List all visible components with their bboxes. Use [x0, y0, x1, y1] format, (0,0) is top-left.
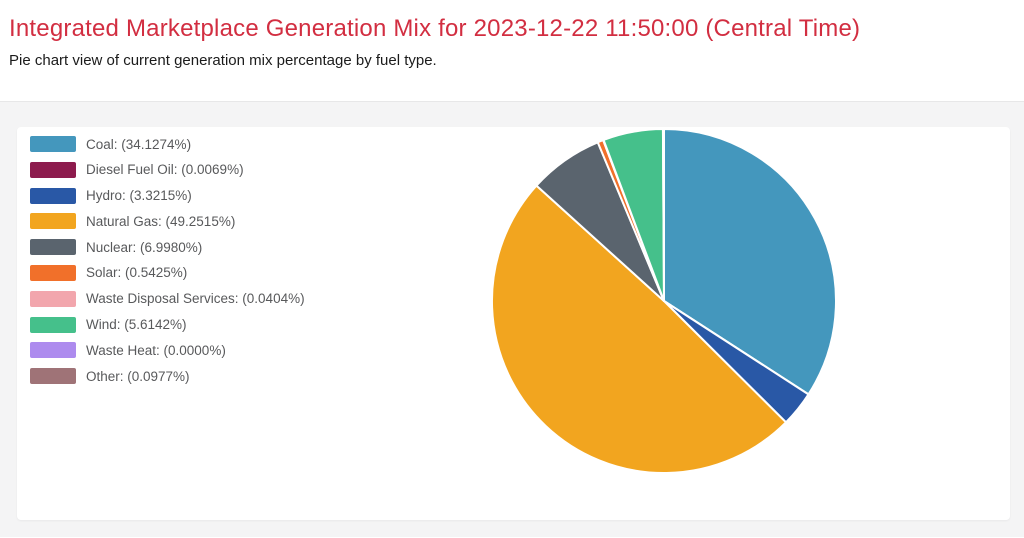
legend-swatch: [30, 187, 76, 204]
page-title: Integrated Marketplace Generation Mix fo…: [9, 15, 861, 42]
legend-item-other[interactable]: Other: (0.0977%): [30, 368, 305, 385]
legend-item-natural-gas[interactable]: Natural Gas: (49.2515%): [30, 213, 305, 230]
legend-label: Wind: (5.6142%): [86, 317, 187, 333]
legend-item-diesel-fuel-oil[interactable]: Diesel Fuel Oil: (0.0069%): [30, 161, 305, 178]
legend-item-coal[interactable]: Coal: (34.1274%): [30, 136, 305, 152]
legend-label: Solar: (0.5425%): [86, 265, 188, 281]
page-subtitle: Pie chart view of current generation mix…: [9, 52, 437, 69]
pie-slice-natural-gas[interactable]: [491, 184, 787, 474]
legend-swatch: [30, 316, 76, 333]
legend-swatch: [30, 136, 76, 152]
legend-swatch: [30, 239, 76, 256]
page-header: Integrated Marketplace Generation Mix fo…: [0, 0, 1024, 102]
legend-swatch: [30, 290, 76, 307]
legend-swatch: [30, 264, 76, 281]
legend-label: Other: (0.0977%): [86, 368, 190, 384]
legend-swatch: [30, 213, 76, 230]
legend-label: Diesel Fuel Oil: (0.0069%): [86, 162, 244, 178]
legend-label: Nuclear: (6.9980%): [86, 239, 203, 255]
generation-mix-chart-card: Coal: (34.1274%) Diesel Fuel Oil: (0.0069…: [17, 127, 1010, 520]
chart-section: Coal: (34.1274%) Diesel Fuel Oil: (0.0069…: [0, 102, 1024, 537]
legend-item-hydro[interactable]: Hydro: (3.3215%): [30, 187, 305, 204]
legend-label: Coal: (34.1274%): [86, 136, 192, 152]
legend-item-waste-disposal-services[interactable]: Waste Disposal Services: (0.0404%): [30, 290, 305, 307]
legend-item-waste-heat[interactable]: Waste Heat: (0.0000%): [30, 342, 305, 359]
legend-item-nuclear[interactable]: Nuclear: (6.9980%): [30, 239, 305, 256]
legend-label: Natural Gas: (49.2515%): [86, 213, 236, 229]
generation-mix-pie-chart: [491, 127, 837, 474]
legend-item-solar[interactable]: Solar: (0.5425%): [30, 264, 305, 281]
generation-mix-legend: Coal: (34.1274%) Diesel Fuel Oil: (0.0069…: [30, 136, 305, 394]
legend-swatch: [30, 342, 76, 359]
legend-item-wind[interactable]: Wind: (5.6142%): [30, 316, 305, 333]
legend-swatch: [30, 161, 76, 178]
legend-label: Waste Heat: (0.0000%): [86, 342, 226, 358]
legend-swatch: [30, 368, 76, 385]
legend-label: Waste Disposal Services: (0.0404%): [86, 291, 305, 307]
legend-label: Hydro: (3.3215%): [86, 188, 192, 204]
pie-slice-other[interactable]: [661, 127, 665, 302]
